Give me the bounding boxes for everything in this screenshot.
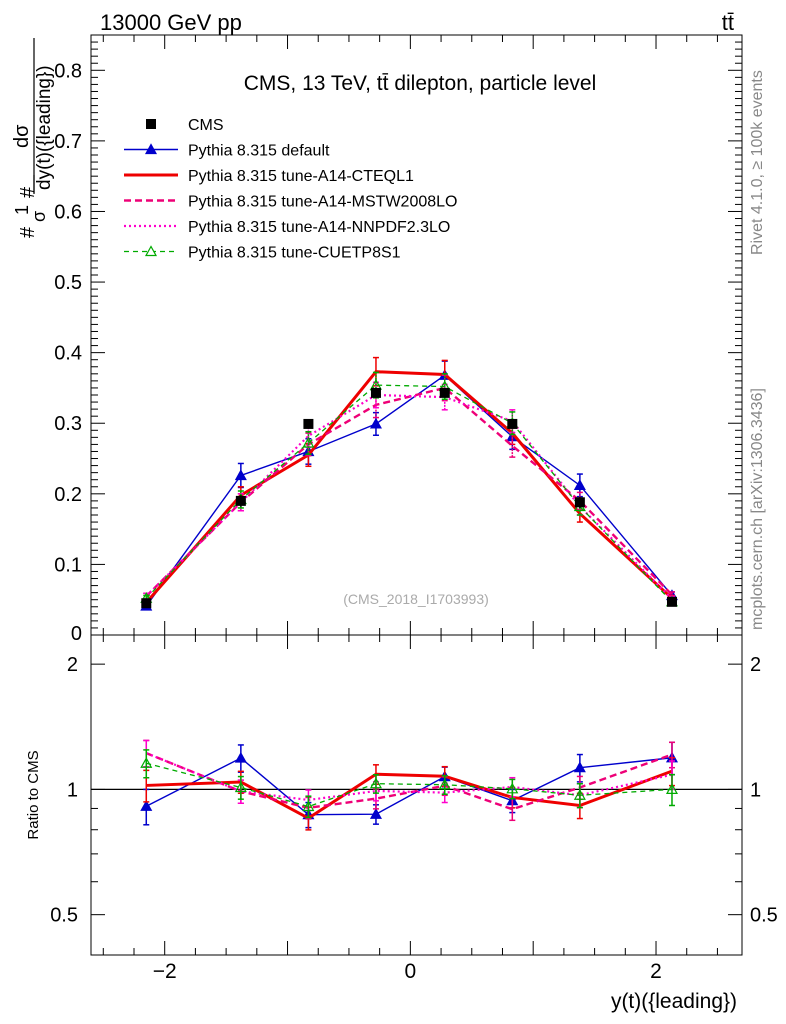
cms-data [141, 387, 677, 609]
analysis-watermark: (CMS_2018_I1703993) [343, 591, 489, 607]
data-point [507, 418, 518, 429]
legend-marker-0 [144, 143, 158, 155]
process-label: tt̄ [722, 10, 734, 35]
y-tick-label: 0.5 [54, 272, 82, 294]
series-line [145, 374, 673, 607]
ratio-point [140, 799, 153, 811]
mcplots-label: mcplots.cern.ch [arXiv:1306.3436] [749, 388, 766, 630]
x-axis-label: y(t)({leading}) [611, 990, 737, 1013]
main-axis-ticks: 0.1 0.2 0.3 0.4 0.5 0.6 0.7 0.8 0 [54, 35, 742, 645]
ratio-point [665, 783, 679, 795]
series-point [234, 469, 247, 481]
ratio-series-1 [143, 756, 675, 831]
y-label-one: 1 [12, 205, 32, 215]
ratio-point [573, 789, 586, 800]
legend-label-3: Pythia 8.315 tune-A14-NNPDF2.3LO [188, 219, 450, 236]
y-tick-label: 0.7 [54, 131, 82, 153]
ratio-tick-label-left: 1 [67, 779, 78, 801]
series-point [369, 417, 382, 429]
y-axis-label: # 1 σ # dσ dy(t)({leading}) [11, 38, 55, 238]
legend-label-0: Pythia 8.315 default [188, 143, 330, 160]
y-tick-label: 0.4 [54, 343, 82, 365]
ratio-series-line [146, 769, 673, 820]
ratio-series-line [146, 762, 673, 808]
ratio-point [302, 800, 315, 812]
data-point [666, 596, 677, 607]
ratio-axis-ticks: −2 0 2 0.5 0.5 1 1 2 2 [50, 635, 778, 983]
chart-title: CMS, 13 TeV, tt̄ dilepton, particle leve… [244, 72, 597, 95]
ratio-series-0 [140, 741, 679, 829]
series-2 [143, 374, 675, 600]
data-point [370, 387, 381, 398]
series-1 [143, 356, 675, 607]
legend-label-2: Pythia 8.315 tune-A14-MSTW2008LO [188, 194, 457, 211]
series-line [145, 370, 674, 604]
ratio-point [573, 761, 586, 773]
series-point [302, 436, 315, 448]
data-point [574, 497, 585, 508]
data-point [439, 387, 450, 398]
ratio-point [438, 778, 451, 790]
y-tick-label: 0.6 [54, 201, 82, 223]
ratio-y-label: Ratio to CMS [25, 750, 42, 839]
rivet-version-label: Rivet 4.1.0, ≥ 100k events [749, 70, 766, 255]
y-label-dsigma: dσ [11, 124, 33, 148]
legend-label-1: Pythia 8.315 tune-A14-CTEQL1 [188, 168, 414, 185]
y-tick-label: 0.3 [54, 413, 82, 435]
x-tick-label: 0 [405, 960, 417, 983]
ratio-series-line [145, 757, 673, 816]
ratio-point [234, 751, 247, 763]
series-3 [143, 381, 675, 603]
ratio-point [369, 807, 382, 819]
ratio-point [234, 781, 247, 793]
series-4 [140, 371, 679, 607]
legend-label-cms: CMS [188, 117, 224, 134]
ratio-series-4 [140, 749, 679, 819]
y-tick-label: 0.8 [54, 60, 82, 82]
energy-label: 13000 GeV pp [100, 10, 242, 35]
ratio-tick-label-left: 0.5 [50, 905, 78, 927]
legend: CMS Pythia 8.315 default Pythia 8.315 tune… [124, 117, 457, 262]
ratio-point [140, 757, 153, 768]
y-tick-label: 0.2 [54, 484, 82, 506]
ratio-tick-label-right: 2 [750, 654, 761, 676]
x-tick-label: −2 [153, 960, 177, 983]
ratio-point [506, 782, 519, 794]
ratio-series-line [145, 752, 673, 811]
y-label-dy: dy(t)({leading}) [34, 65, 55, 190]
ratio-tick-label-right: 1 [750, 779, 761, 801]
data-point [141, 598, 152, 609]
ratio-tick-label-right: 0.5 [750, 905, 778, 927]
data-point [235, 495, 246, 506]
data-point [303, 418, 314, 429]
legend-marker-4 [144, 245, 158, 257]
main-series-layer [140, 356, 679, 611]
series-0 [140, 360, 679, 611]
y-tick-label: 0.1 [54, 554, 82, 576]
series-line [145, 384, 673, 603]
ratio-series-layer [140, 739, 679, 831]
ratio-tick-label-left: 2 [67, 654, 78, 676]
series-point [573, 479, 586, 490]
ratio-series-2 [143, 739, 675, 822]
x-tick-label: 2 [650, 960, 662, 983]
y-tick-label-zero: 0 [71, 623, 82, 645]
series-line [145, 386, 673, 598]
legend-label-4: Pythia 8.315 tune-CUETP8S1 [188, 245, 401, 262]
ratio-plot-frame [90, 634, 743, 956]
y-label-sigma: σ [29, 211, 49, 222]
y-label-hash1: # [17, 226, 39, 238]
legend-marker-cms [146, 119, 156, 129]
series-line [145, 393, 673, 600]
ratio-point [369, 777, 382, 789]
